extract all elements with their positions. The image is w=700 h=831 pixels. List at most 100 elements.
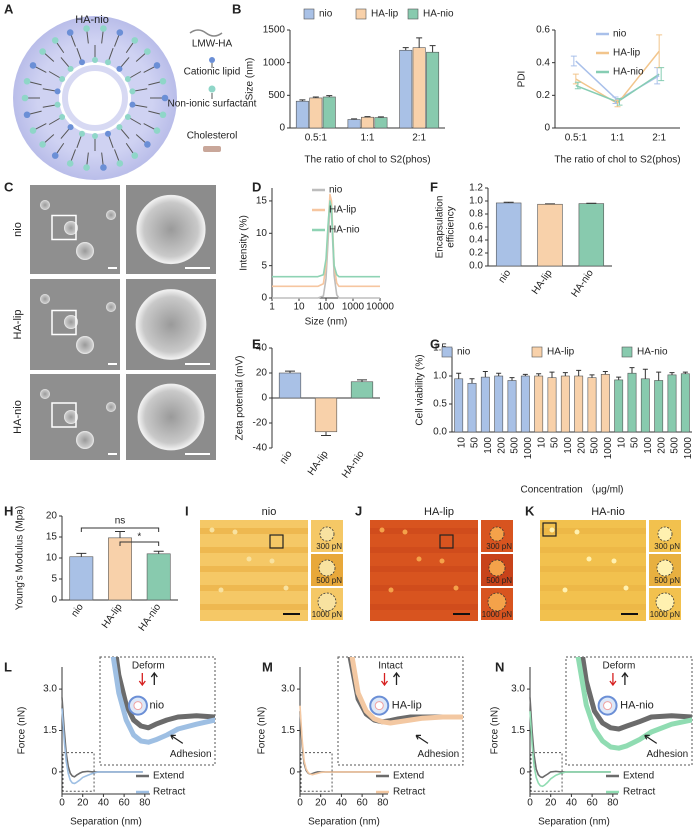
lipid-head: [129, 101, 136, 108]
y-tick-label: -40: [253, 443, 268, 454]
x-tick-label: 50: [630, 437, 641, 449]
x-tick-label: 0: [59, 798, 65, 809]
x-tick-label: 2:1: [652, 133, 666, 144]
afm-spot: [379, 527, 385, 533]
bar: [534, 375, 544, 433]
y-tick-label: 0: [51, 767, 57, 778]
schematic-legend: Non-ionic surfactant: [168, 99, 257, 110]
error-bar: [115, 531, 125, 538]
bar: [347, 119, 361, 129]
y-tick-label: -20: [253, 418, 268, 429]
afm-box: [439, 534, 454, 549]
x-tick-label: 1: [269, 302, 275, 313]
lipid-tail: [134, 88, 148, 92]
afm-spot: [269, 558, 275, 564]
row-label: HA-lip: [12, 310, 24, 340]
afm-inset-particle: [656, 559, 674, 577]
x-tick-label: 100: [318, 302, 335, 313]
y-tick-label: 20: [46, 511, 58, 522]
legend-label: Retract: [153, 787, 185, 798]
lipid-tail: [60, 57, 70, 68]
bar: [614, 379, 624, 433]
legend-label: nio: [329, 185, 343, 196]
y-tick-label: 1500: [263, 25, 286, 36]
afm-spot: [574, 529, 580, 535]
x-tick-label: HA-lip: [530, 268, 555, 297]
lipid-head: [116, 124, 123, 131]
afm-spot: [623, 585, 629, 591]
error-bar: [76, 552, 87, 557]
afm-inset-particle: [488, 559, 506, 577]
bar: [495, 202, 522, 267]
error-bar: [629, 367, 635, 374]
lipid-tail: [86, 152, 89, 166]
y-axis-label: Zeta potential (mV): [235, 355, 246, 440]
bar: [412, 47, 426, 129]
annotation: Intact: [378, 661, 403, 672]
legend-label: Extend: [153, 771, 184, 782]
y-tick-label: 0.2: [469, 248, 483, 259]
line: [61, 708, 143, 785]
bar: [654, 380, 664, 433]
afm-band: [540, 547, 646, 553]
lipid-head: [116, 65, 123, 72]
x-axis-label: The ratio of chol to S2(phos): [304, 155, 430, 166]
y-tick-label: 1.5: [281, 725, 295, 736]
x-tick-label: 20: [77, 798, 89, 809]
y-tick-label: 0.6: [469, 222, 483, 233]
bar: [560, 375, 570, 433]
y-tick-label: 0.5: [433, 399, 447, 410]
afm-spot: [586, 556, 592, 562]
vesicle-icon-core: [603, 701, 613, 711]
bar: [108, 537, 132, 601]
lipid-tail: [86, 30, 89, 44]
panel-letter: M: [262, 659, 273, 674]
lipid-head: [131, 37, 139, 44]
bar: [350, 381, 374, 399]
particle: [64, 410, 78, 424]
legend-label: HA-lip: [613, 48, 641, 59]
legend-label: HA-nio: [637, 347, 668, 358]
y-axis-label: Encapsulation: [435, 196, 446, 259]
legend-label: HA-nio: [613, 67, 644, 78]
afm-force-label: 500 pN: [486, 576, 512, 585]
y-tick-label: 1.2: [469, 183, 483, 194]
x-tick-label: 10: [616, 437, 627, 449]
bracket: [119, 541, 160, 546]
x-tick-label: nio: [69, 602, 86, 620]
bar: [507, 380, 517, 433]
y-tick-label: 0: [261, 293, 267, 304]
error-bar: [509, 377, 515, 381]
panel-letter: D: [252, 179, 261, 194]
error-bar: [153, 550, 164, 554]
afm-force-label: 500 pN: [654, 576, 680, 585]
legend-label: Extend: [393, 771, 424, 782]
panel-letter: G: [430, 336, 440, 351]
y-tick-label: 3.0: [43, 684, 57, 695]
x-tick-label: 60: [357, 798, 369, 809]
annotation: ns: [115, 516, 126, 527]
error-bar: [351, 118, 358, 120]
lipid-head: [29, 127, 37, 134]
y-tick-label: 1.0: [469, 196, 483, 207]
annotation: *: [137, 532, 141, 543]
x-tick-label: nio: [497, 268, 514, 286]
x-axis-label: Separation (nm): [308, 817, 380, 828]
error-bar: [669, 372, 675, 375]
x-axis-label: Separation (nm): [70, 817, 142, 828]
legend-swatch: [407, 8, 419, 20]
bar: [309, 97, 323, 129]
afm-spot: [453, 585, 459, 591]
y-tick-label: 40: [256, 343, 268, 354]
y-tick-label: 1.5: [511, 725, 525, 736]
error-bar: [299, 99, 306, 102]
lipid-tail: [135, 134, 147, 144]
afm-force-label: 300 pN: [486, 542, 512, 551]
error-bar: [321, 431, 331, 436]
particle: [64, 315, 78, 329]
afm-spot: [283, 585, 289, 591]
bar: [454, 378, 464, 433]
y-tick-label: 0: [261, 393, 267, 404]
lipid-head: [67, 124, 74, 131]
error-bar: [682, 371, 688, 374]
